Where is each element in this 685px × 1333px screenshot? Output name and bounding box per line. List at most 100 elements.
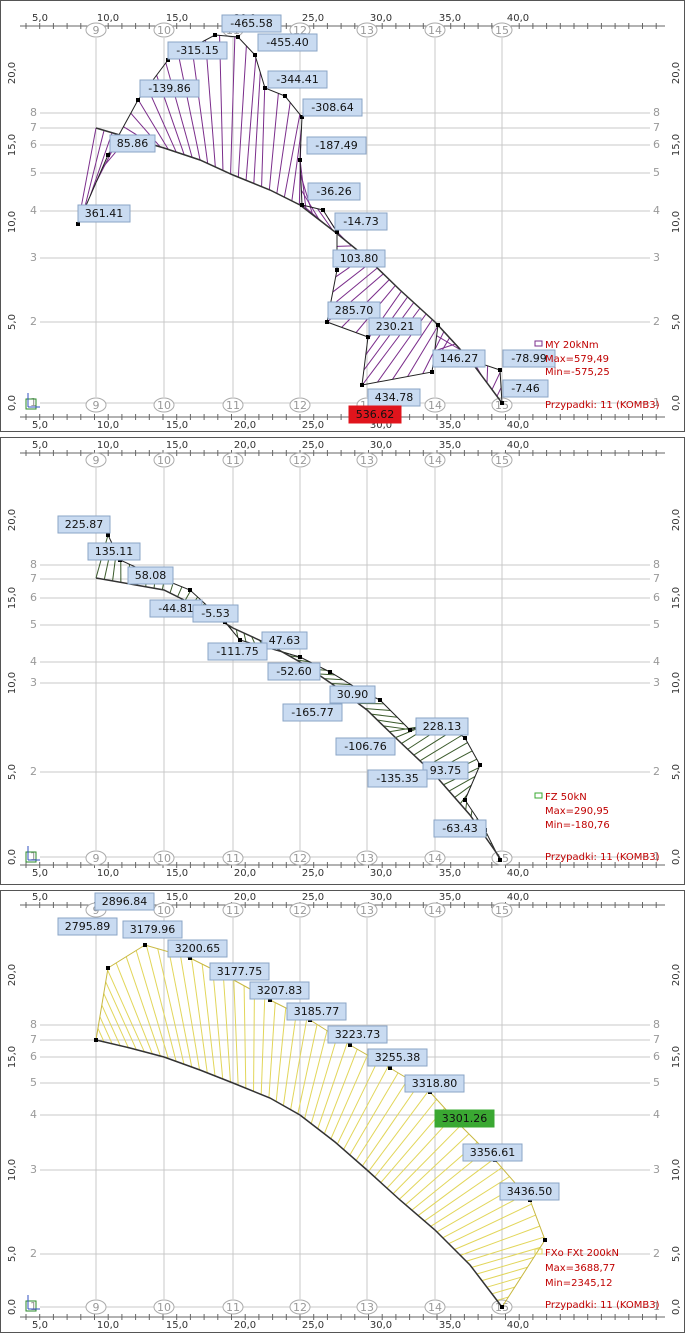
value-label: 3356.61	[470, 1146, 516, 1159]
column-label: 13	[360, 454, 374, 467]
column-label: 11	[226, 1301, 240, 1314]
node-point	[366, 335, 370, 339]
panel-frame	[1, 438, 685, 885]
node-point	[106, 533, 110, 537]
column-label: 11	[226, 399, 240, 412]
value-label: 225.87	[65, 518, 104, 531]
x-tick-label: 5,0	[32, 868, 48, 879]
node-point	[298, 655, 302, 659]
legend-text: Max=290,95	[545, 806, 609, 817]
node-point	[436, 323, 440, 327]
value-label: -344.41	[276, 73, 318, 86]
value-label: 93.75	[430, 764, 462, 777]
x-tick-label: 20,0	[234, 892, 256, 903]
x-tick-label: 15,0	[166, 13, 188, 24]
column-label: 15	[495, 454, 509, 467]
x-tick-label: 30,0	[370, 440, 392, 451]
x-tick-label: 15,0	[166, 868, 188, 879]
value-label: 3177.75	[217, 965, 263, 978]
value-label: 3318.80	[412, 1077, 458, 1090]
diagram-panel: 5,05,010,010,015,015,020,020,025,025,030…	[1, 891, 685, 1333]
y-tick-label: 10,0	[7, 672, 18, 694]
row-label: 6	[653, 591, 660, 604]
column-label: 15	[495, 24, 509, 37]
node-point	[500, 1305, 504, 1309]
y-tick-label: 0,0	[671, 849, 682, 865]
row-label: 5	[653, 618, 660, 631]
x-tick-label: 25,0	[302, 440, 324, 451]
y-tick-label: 20,0	[7, 509, 18, 531]
legend-text: Max=579,49	[545, 354, 609, 365]
value-label: 3223.73	[335, 1028, 381, 1041]
node-point	[463, 736, 467, 740]
node-point	[378, 698, 382, 702]
row-label: 3	[30, 676, 37, 689]
column-label: 12	[293, 852, 307, 865]
value-label: 2795.89	[65, 920, 111, 933]
x-tick-label: 35,0	[439, 420, 461, 431]
value-label: 285.70	[335, 304, 374, 317]
y-tick-label: 15,0	[7, 1046, 18, 1068]
x-tick-label: 10,0	[97, 13, 119, 24]
node-point	[300, 203, 304, 207]
row-label: 5	[30, 1076, 37, 1089]
x-tick-label: 30,0	[370, 868, 392, 879]
legend-text: FZ 50kN	[545, 792, 587, 803]
row-label: 4	[30, 204, 37, 217]
row-label: 3	[653, 251, 660, 264]
node-point	[543, 1238, 547, 1242]
column-label: 14	[428, 1301, 442, 1314]
x-tick-label: 25,0	[302, 1320, 324, 1331]
row-label: 2	[30, 765, 37, 778]
diagram-panel: 5,05,010,010,015,015,020,020,025,025,030…	[1, 1, 685, 432]
column-label: 10	[157, 1301, 171, 1314]
row-label: 6	[30, 138, 37, 151]
legend-text: MY 20kNm	[545, 340, 599, 351]
y-tick-label: 5,0	[7, 764, 18, 780]
value-label: -44.81	[158, 602, 193, 615]
row-label: 8	[653, 106, 660, 119]
x-tick-label: 20,0	[234, 420, 256, 431]
y-tick-label: 5,0	[671, 764, 682, 780]
x-tick-label: 5,0	[32, 1320, 48, 1331]
row-label: 7	[653, 572, 660, 585]
x-tick-label: 5,0	[32, 892, 48, 903]
node-point	[143, 943, 147, 947]
row-label: 6	[653, 138, 660, 151]
y-tick-label: 10,0	[671, 1159, 682, 1181]
x-tick-label: 15,0	[166, 1320, 188, 1331]
value-label: 135.11	[95, 545, 134, 558]
node-point	[463, 798, 467, 802]
value-label: -36.26	[316, 185, 351, 198]
row-label: 4	[30, 1108, 37, 1121]
x-tick-label: 20,0	[234, 868, 256, 879]
value-label: 228.13	[423, 720, 462, 733]
node-point	[328, 670, 332, 674]
column-label: 14	[428, 904, 442, 917]
x-tick-label: 5,0	[32, 440, 48, 451]
node-point	[335, 268, 339, 272]
column-label: 14	[428, 399, 442, 412]
value-label: 3179.96	[130, 923, 176, 936]
row-label: 2	[653, 315, 660, 328]
value-label: -106.76	[344, 740, 386, 753]
diagram-panel: 5,05,010,010,015,015,020,020,025,025,030…	[1, 438, 685, 885]
x-tick-label: 25,0	[302, 420, 324, 431]
x-tick-label: 5,0	[32, 13, 48, 24]
column-label: 13	[360, 904, 374, 917]
y-tick-label: 10,0	[7, 1159, 18, 1181]
column-label: 13	[360, 852, 374, 865]
node-point	[238, 638, 242, 642]
x-tick-label: 30,0	[370, 892, 392, 903]
x-tick-label: 5,0	[32, 420, 48, 431]
x-tick-label: 40,0	[507, 420, 529, 431]
x-tick-label: 35,0	[439, 868, 461, 879]
node-point	[498, 368, 502, 372]
x-tick-label: 30,0	[370, 1320, 392, 1331]
column-label: 13	[360, 24, 374, 37]
column-label: 9	[93, 1301, 100, 1314]
node-point	[360, 383, 364, 387]
y-tick-label: 20,0	[671, 509, 682, 531]
x-tick-label: 35,0	[439, 440, 461, 451]
value-label: -14.73	[343, 215, 378, 228]
